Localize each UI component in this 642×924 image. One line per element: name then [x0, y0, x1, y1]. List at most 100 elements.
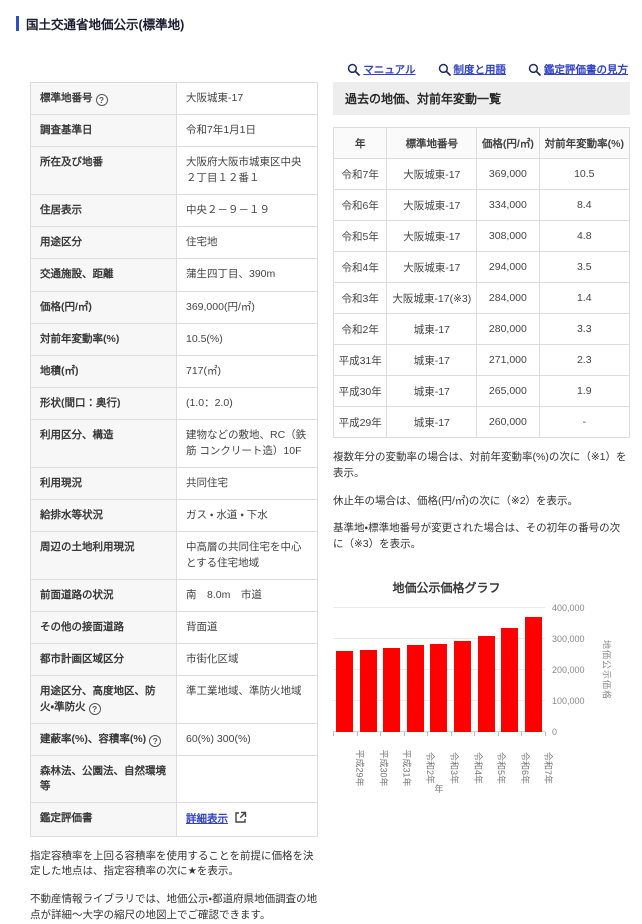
page-title: 国土交通省地価公示(標準地) [16, 14, 642, 33]
detail-row-value: 10.5(%) [186, 332, 223, 345]
left-notes: 指定容積率を上回る容積率を使用することを前提に価格を決定した地点は、指定容積率の… [30, 849, 318, 924]
note-text: 複数年分の変動率の場合は、対前年変動率(%)の次に（※1）を表示。 [333, 451, 627, 479]
history-cell: 令和3年 [332, 282, 388, 314]
history-row: 令和4年 大阪城東-17 294,000 3.5 [332, 251, 631, 283]
history-cell: 260,000 [476, 406, 540, 438]
search-icon [347, 63, 361, 76]
history-row: 令和3年 大阪城東-17(※3) 284,000 1.4 [332, 282, 631, 314]
toolbar-link-label[interactable]: マニュアル [363, 64, 416, 76]
detail-row-value: 詳細表示 [177, 803, 317, 835]
detail-row-label: 住居表示 [31, 194, 177, 227]
detail-report-link[interactable]: 詳細表示 [186, 813, 228, 826]
history-cell: 城東-17 [386, 375, 478, 407]
history-cell: 城東-17 [386, 406, 478, 438]
help-icon[interactable]: ? [95, 94, 108, 106]
chart-bar [430, 643, 448, 732]
chart-bar [359, 649, 377, 732]
detail-row-value: 南 8.0m 市道 [186, 588, 262, 601]
history-row: 令和6年 大阪城東-17 334,000 8.4 [332, 189, 631, 221]
detail-panel: 標準地番号? 大阪城東-17 調査基準日 令和7年1月1日 所在及び地番 大阪府大阪市城東… [30, 82, 318, 924]
history-cell: 2.3 [538, 344, 631, 376]
detail-row: 調査基準日 令和7年1月1日 [31, 115, 317, 148]
history-row: 平成31年 城東-17 271,000 2.3 [332, 344, 631, 376]
x-category-label: 令和7年 [543, 751, 554, 784]
history-cell: 令和2年 [332, 313, 388, 345]
detail-row-label: 利用区分、構造 [31, 420, 177, 467]
help-icon[interactable]: ? [149, 734, 162, 747]
detail-row-value: 共同住宅 [186, 476, 228, 489]
toolbar-link-label[interactable]: 制度と用語 [453, 64, 507, 76]
detail-row: 価格(円/㎡) 369,000(円/㎡) [31, 291, 317, 324]
toolbar-link-1[interactable]: 制度と用語 [438, 62, 507, 77]
detail-row: 都市計画区域区分 市街化区域 [31, 644, 317, 677]
toolbar-link-label[interactable]: 鑑定評価書の見方 [544, 64, 628, 76]
detail-row-value: 準工業地域、準防火地域 [186, 685, 302, 698]
detail-row: 建蔽率(%)、容積率(%)? 60(%) 300(%) [31, 723, 317, 757]
note-text: 休止年の場合は、価格(円/㎡)の次に（※2）を表示。 [333, 494, 579, 507]
detail-row: 森林法、公園法、自然環境等 [31, 756, 317, 804]
detail-row-label: 給排水等状況 [31, 500, 177, 532]
external-link-icon[interactable] [234, 811, 247, 824]
history-cell: 1.4 [538, 282, 631, 314]
chart-y-axis-label: 地価公示価格 [601, 639, 612, 700]
y-tick-label: 400,000 [552, 602, 585, 613]
history-cell: 334,000 [476, 189, 540, 221]
y-tick-label: 100,000 [552, 695, 585, 706]
search-icon [438, 63, 451, 76]
history-cell: 3.3 [538, 313, 631, 345]
help-icon[interactable]: ? [88, 702, 101, 715]
detail-row-value: 中高層の共同住宅を中心とする住宅地域 [186, 541, 302, 569]
detail-row-label: 周辺の土地利用現況 [31, 532, 177, 579]
detail-row: 標準地番号? 大阪城東-17 [31, 83, 317, 116]
detail-row-value: 建物などの敷地、RC（鉄筋 コンクリート造）10F [186, 429, 307, 457]
detail-row-value: 369,000(円/㎡) [186, 300, 255, 313]
history-cell: 3.5 [538, 251, 631, 283]
history-col-header: 標準地番号 [386, 127, 478, 159]
detail-row-value: 市街化区域 [186, 653, 239, 666]
detail-row: 形状(間口：奥行) (1.0：2.0) [31, 388, 317, 421]
y-tick-label: 300,000 [552, 633, 585, 644]
chart-bar [406, 644, 424, 732]
detail-row: 給排水等状況 ガス ・ 水道 ・ 下水 [31, 500, 317, 533]
history-cell: 大阪城東-17(※3) [386, 282, 478, 314]
toolbar-link-0[interactable]: マニュアル [347, 62, 416, 77]
detail-row-label: 所在及び地番 [31, 147, 177, 194]
toolbar: マニュアル 制度と用語 鑑定評価書の見方 [347, 62, 628, 77]
history-cell: 1.9 [538, 375, 631, 407]
detail-row-label: 鑑定評価書 [31, 803, 177, 836]
history-cell: 令和7年 [332, 158, 388, 190]
history-cell: 4.8 [538, 220, 631, 252]
x-tick [545, 731, 546, 736]
history-row: 令和5年 大阪城東-17 308,000 4.8 [332, 220, 631, 252]
detail-row-value: (1.0：2.0) [186, 397, 233, 410]
detail-row-label: 前面道路の状況 [31, 579, 177, 611]
detail-row-value [177, 756, 317, 802]
detail-row-label: 地積(㎡) [31, 355, 177, 388]
note-text: 不動産情報ライブラリでは、地価公示・都道府県地価調査の地点が詳細～大字の縮尺の地… [30, 893, 318, 921]
note-text: 基準地・標準地番号が変更された場合は、その初年の番号の次に（※3）を表示。 [333, 522, 621, 550]
chart-title: 地価公示価格グラフ [392, 580, 501, 595]
search-icon [528, 63, 541, 76]
history-row: 令和7年 大阪城東-17 369,000 10.5 [332, 158, 631, 190]
price-chart: 地価公示価格グラフ 0 100,000 200,000 300,000 400,000 … [333, 579, 630, 795]
detail-row-label: 用途区分 [31, 227, 177, 259]
history-cell: 280,000 [476, 313, 540, 345]
history-row: 平成30年 城東-17 265,000 1.9 [332, 375, 631, 407]
history-cell: 平成30年 [332, 375, 388, 407]
detail-row-value: 背面道 [186, 620, 218, 633]
history-cell: 大阪城東-17 [386, 220, 478, 252]
history-cell: 10.5 [538, 158, 631, 190]
y-tick-label: 0 [552, 726, 558, 737]
detail-row-label: 建蔽率(%)、容積率(%)? [31, 723, 177, 756]
detail-row-label: 調査基準日 [31, 115, 177, 147]
detail-row-label: 標準地番号? [31, 83, 177, 115]
detail-row-value: 住宅地 [186, 236, 218, 249]
history-cell: 城東-17 [386, 313, 478, 345]
detail-row: 用途区分 住宅地 [31, 227, 317, 260]
history-cell: 271,000 [476, 344, 540, 376]
detail-row: 鑑定評価書 詳細表示 [31, 803, 317, 836]
toolbar-link-2[interactable]: 鑑定評価書の見方 [528, 62, 628, 77]
gridline [333, 606, 545, 608]
detail-row-value: 60(%) 300(%) [186, 732, 251, 745]
detail-row: 利用区分、構造 建物などの敷地、RC（鉄筋 コンクリート造）10F [31, 420, 317, 468]
